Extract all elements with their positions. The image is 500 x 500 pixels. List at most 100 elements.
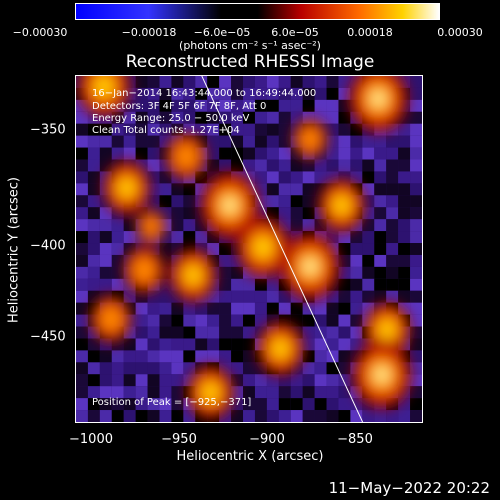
noise-cell bbox=[147, 374, 160, 387]
noise-cell bbox=[231, 386, 244, 399]
noise-cell bbox=[123, 135, 136, 148]
noise-cell bbox=[254, 159, 267, 172]
noise-cell bbox=[326, 314, 339, 327]
noise-cell bbox=[243, 135, 255, 148]
noise-cell bbox=[314, 410, 327, 422]
noise-cell bbox=[207, 111, 220, 124]
noise-cell bbox=[350, 254, 363, 267]
noise-cell bbox=[278, 76, 291, 88]
noise-cell bbox=[350, 410, 363, 422]
noise-cell bbox=[183, 231, 196, 244]
noise-cell bbox=[410, 362, 422, 375]
noise-cell bbox=[410, 99, 422, 112]
noise-cell bbox=[374, 231, 387, 244]
noise-cell bbox=[338, 254, 351, 267]
noise-cell bbox=[123, 111, 136, 124]
noise-cell bbox=[195, 183, 208, 196]
noise-cell bbox=[219, 76, 232, 88]
noise-cell bbox=[135, 374, 148, 387]
noise-cell bbox=[374, 254, 387, 267]
noise-cell bbox=[135, 386, 148, 399]
noise-cell bbox=[159, 195, 172, 208]
emission-source bbox=[348, 76, 409, 134]
noise-cell bbox=[76, 195, 88, 208]
noise-cell bbox=[171, 386, 184, 399]
noise-cell bbox=[302, 171, 315, 184]
noise-cell bbox=[159, 290, 172, 303]
noise-cell bbox=[302, 338, 315, 351]
noise-cell bbox=[243, 410, 255, 422]
noise-cell bbox=[278, 99, 291, 112]
noise-cell bbox=[183, 350, 196, 363]
noise-cell bbox=[302, 183, 315, 196]
emission-source bbox=[199, 171, 260, 240]
noise-cell bbox=[147, 171, 160, 184]
noise-cell bbox=[207, 302, 220, 315]
noise-cell bbox=[290, 183, 303, 196]
noise-cell bbox=[326, 374, 339, 387]
noise-cell bbox=[338, 314, 351, 327]
noise-cell bbox=[147, 76, 160, 88]
noise-cell bbox=[266, 386, 279, 399]
noise-cell bbox=[350, 302, 363, 315]
noise-cell bbox=[99, 350, 112, 363]
noise-cell bbox=[266, 374, 279, 387]
noise-cell bbox=[207, 314, 220, 327]
noise-cell bbox=[398, 398, 411, 411]
noise-cell bbox=[87, 219, 100, 232]
emission-source bbox=[77, 76, 131, 118]
noise-cell bbox=[159, 350, 172, 363]
colorbar-tick-label: −0.00018 bbox=[121, 26, 177, 39]
noise-cell bbox=[278, 159, 291, 172]
noise-cell bbox=[159, 338, 172, 351]
emission-contour bbox=[203, 384, 218, 401]
noise-cell bbox=[183, 302, 196, 315]
noise-cell bbox=[302, 314, 315, 327]
noise-cell bbox=[135, 326, 148, 339]
noise-cell bbox=[219, 147, 232, 160]
y-tick-label: −400 bbox=[30, 238, 66, 254]
noise-cell bbox=[338, 398, 351, 411]
noise-cell bbox=[243, 159, 255, 172]
noise-cell bbox=[231, 362, 244, 375]
noise-cell bbox=[135, 362, 148, 375]
noise-cell bbox=[231, 147, 244, 160]
noise-cell bbox=[350, 326, 363, 339]
noise-cell bbox=[135, 147, 148, 160]
noise-cell bbox=[183, 314, 196, 327]
noise-cell bbox=[171, 87, 184, 100]
noise-cell bbox=[99, 159, 112, 172]
noise-cell bbox=[254, 147, 267, 160]
noise-cell bbox=[219, 135, 232, 148]
noise-cell bbox=[410, 171, 422, 184]
y-tick-label: −450 bbox=[30, 329, 66, 345]
noise-cell bbox=[410, 87, 422, 100]
noise-cell bbox=[231, 135, 244, 148]
noise-cell bbox=[111, 374, 124, 387]
emission-contour bbox=[143, 217, 159, 235]
noise-cell bbox=[76, 135, 88, 148]
noise-cell bbox=[278, 410, 291, 422]
noise-cell bbox=[410, 159, 422, 172]
noise-cell bbox=[111, 231, 124, 244]
noise-cell bbox=[326, 123, 339, 136]
noise-cell bbox=[278, 314, 291, 327]
emission-contour bbox=[175, 144, 197, 169]
noise-cell bbox=[266, 123, 279, 136]
noise-cell bbox=[231, 398, 244, 411]
noise-cell bbox=[87, 147, 100, 160]
noise-cell bbox=[410, 266, 422, 279]
noise-cell bbox=[243, 350, 255, 363]
noise-cell bbox=[111, 398, 124, 411]
noise-cell bbox=[159, 362, 172, 375]
noise-cell bbox=[362, 410, 375, 422]
noise-cell bbox=[231, 76, 244, 88]
noise-cell bbox=[111, 254, 124, 267]
colorbar-units: (photons cm⁻² s⁻¹ asec⁻²) bbox=[179, 39, 321, 52]
noise-cell bbox=[231, 374, 244, 387]
noise-cell bbox=[183, 338, 196, 351]
noise-cell bbox=[135, 159, 148, 172]
noise-cell bbox=[410, 398, 422, 411]
emission-contour bbox=[374, 94, 383, 104]
noise-cell bbox=[183, 87, 196, 100]
